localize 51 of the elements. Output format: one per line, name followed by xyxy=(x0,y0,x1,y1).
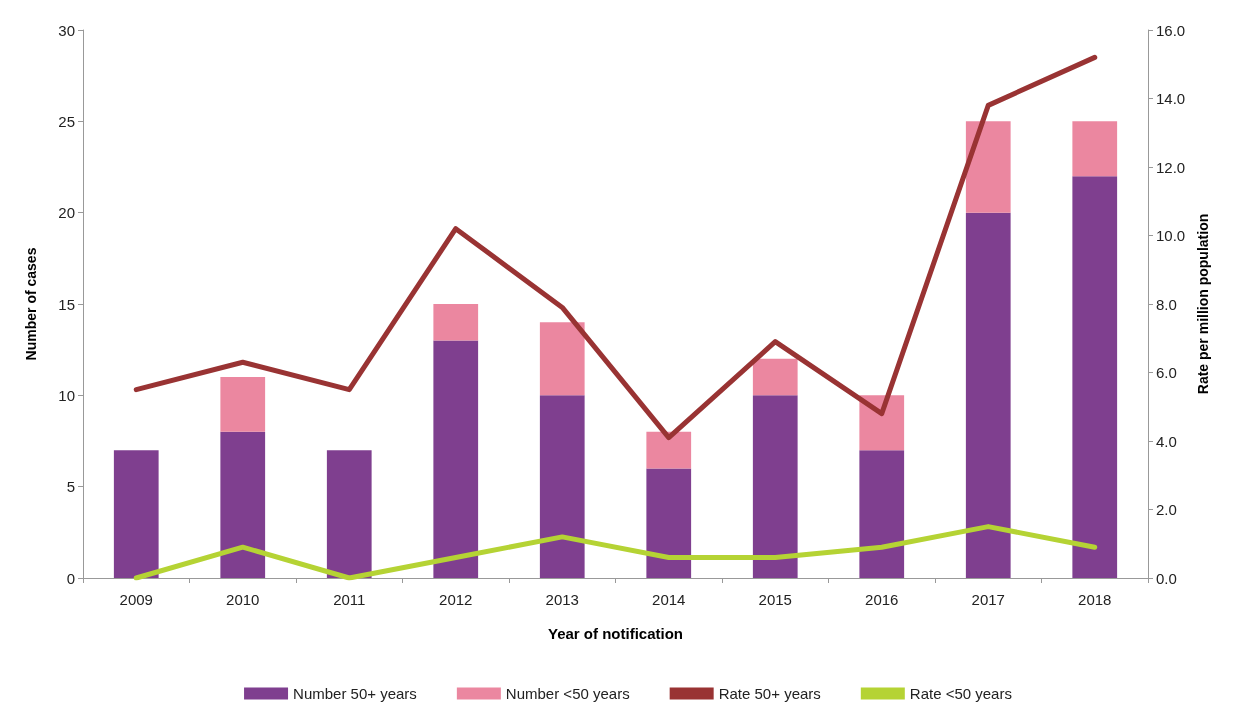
y-tick-label: 15 xyxy=(58,295,75,313)
x-tick-label: 2015 xyxy=(758,591,792,608)
legend-label: Number <50 years xyxy=(505,685,630,702)
bar xyxy=(326,450,372,578)
bar xyxy=(965,121,1011,213)
y2-tick-label: 14.0 xyxy=(1156,90,1186,107)
x-axis-title: Year of notification xyxy=(547,625,684,642)
bar xyxy=(752,358,798,396)
x-tick-label: 2018 xyxy=(1078,591,1112,608)
bar xyxy=(220,431,266,578)
bar xyxy=(433,304,479,341)
y-tick-label: 25 xyxy=(58,112,75,130)
bar xyxy=(1072,121,1118,177)
bar xyxy=(220,377,266,432)
bar xyxy=(965,212,1011,578)
y-tick-label: 0 xyxy=(66,569,75,587)
legend-label: Rate <50 years xyxy=(909,685,1012,702)
x-tick-label: 2009 xyxy=(119,591,153,608)
x-tick-label: 2012 xyxy=(439,591,473,608)
bar xyxy=(859,450,905,578)
bar xyxy=(113,450,159,578)
y2-tick-label: 12.0 xyxy=(1156,158,1186,176)
bar xyxy=(539,395,585,578)
legend-label: Number 50+ years xyxy=(293,685,417,702)
bar xyxy=(646,468,692,578)
y-tick-label: 10 xyxy=(58,386,75,404)
y2-tick-label: 2.0 xyxy=(1156,501,1177,518)
bar xyxy=(646,431,692,469)
y2-tick-label: 10.0 xyxy=(1156,227,1186,244)
x-tick-label: 2014 xyxy=(652,591,686,608)
bar xyxy=(752,395,798,578)
y-tick-label: 20 xyxy=(58,204,75,222)
legend-label: Rate 50+ years xyxy=(718,685,821,702)
y2-axis-title: Rate per million population xyxy=(1195,213,1212,395)
y-tick-label: 30 xyxy=(58,21,75,39)
bar xyxy=(433,340,479,578)
y-axis-title: Number of cases xyxy=(23,247,39,361)
y2-tick-label: 4.0 xyxy=(1156,432,1177,450)
x-tick-label: 2013 xyxy=(545,591,579,608)
x-tick-label: 2017 xyxy=(971,591,1005,608)
bar xyxy=(539,322,585,396)
x-tick-label: 2010 xyxy=(226,591,260,608)
y2-tick-label: 0.0 xyxy=(1156,569,1177,587)
bar xyxy=(859,395,905,451)
x-tick-label: 2011 xyxy=(333,591,366,608)
x-tick-label: 2016 xyxy=(865,591,899,608)
bar xyxy=(1072,176,1118,578)
y2-tick-label: 6.0 xyxy=(1156,364,1177,381)
y2-tick-label: 16.0 xyxy=(1156,21,1186,39)
y-tick-label: 5 xyxy=(66,478,75,496)
y2-tick-label: 8.0 xyxy=(1156,295,1177,313)
